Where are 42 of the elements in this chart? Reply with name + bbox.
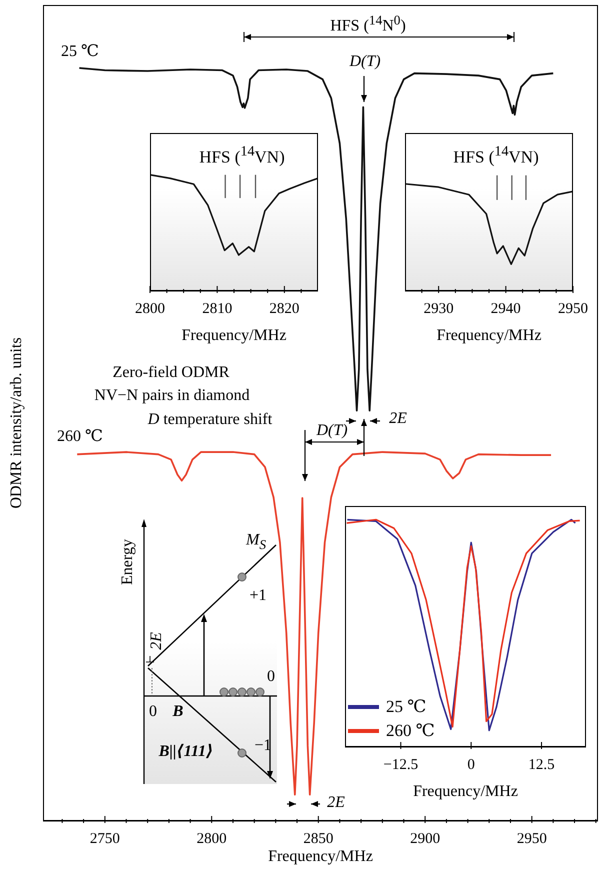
text: 25 ℃	[61, 43, 99, 60]
annotation: 0	[149, 703, 157, 720]
annotation: B	[172, 703, 184, 720]
x-axis-title: Frequency/MHz	[268, 848, 373, 865]
x-tick-label: 2820	[269, 301, 300, 317]
legend-label: 25 ℃	[386, 697, 426, 717]
annotation: 2E	[327, 794, 345, 811]
chart-title: HFS ($^{14}$VN)	[453, 144, 539, 166]
legend-label: 260 ℃	[386, 721, 435, 741]
annotation: D temperature shift	[148, 411, 272, 428]
y-axis-title: ODMR intensity/arb. units	[8, 337, 25, 509]
x-tick-label: 2930	[424, 301, 454, 317]
x-tick-label: 2950	[516, 831, 547, 847]
annotation: B||⟨111⟩	[158, 743, 214, 760]
annotation: 2E	[148, 632, 165, 650]
x-tick-label: 2950	[558, 301, 588, 317]
x-tick-label: −12.5	[383, 757, 418, 773]
annotation: D(T)	[316, 422, 348, 439]
x-axis-title: Frequency/MHz	[182, 327, 286, 344]
x-tick-label: 2810	[202, 301, 232, 317]
chart-title: HFS ($^{14}$VN)	[199, 144, 285, 166]
annotation: Energy	[119, 539, 136, 585]
annotation: 2E	[389, 410, 407, 427]
text: HFS ($^{14}$N$^{0}$)	[330, 12, 406, 35]
annotation: Zero-field ODMR	[112, 364, 230, 381]
x-tick-label: 2900	[410, 831, 440, 847]
x-tick-label: 2940	[490, 301, 521, 317]
x-tick-label: 2800	[196, 831, 227, 847]
annotation: M$_{S}$	[246, 532, 266, 552]
x-tick-label: 2850	[303, 831, 334, 847]
annotation: D(T)	[349, 53, 381, 70]
annotation: NV−N pairs in diamond	[94, 387, 250, 404]
annotation: 260 ℃	[57, 428, 103, 445]
x-tick-label: 12.5	[528, 757, 555, 773]
x-tick-label: 0	[467, 757, 475, 773]
x-axis-title: Frequency/MHz	[413, 783, 518, 800]
annotation: 0	[267, 668, 275, 685]
annotation: +1	[249, 587, 267, 604]
x-tick-label: 2750	[90, 831, 120, 847]
x-axis-title: Frequency/MHz	[436, 327, 542, 344]
annotation: −1	[254, 737, 272, 754]
x-tick-label: 2800	[135, 301, 165, 317]
